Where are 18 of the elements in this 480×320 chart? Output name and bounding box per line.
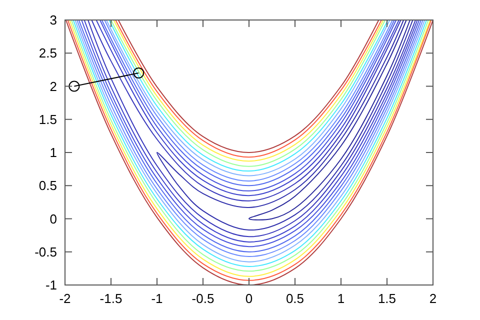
y-tick-label: 1.5 — [38, 112, 57, 127]
x-tick-label: 1.5 — [378, 291, 396, 306]
x-tick-label: 2 — [429, 291, 437, 306]
y-tick-label: 3 — [50, 12, 57, 28]
y-tick-label: 1 — [50, 145, 57, 160]
x-tick-label: -0.5 — [192, 291, 214, 306]
y-tick-label: 0 — [50, 211, 57, 226]
y-tick-label: 0.5 — [38, 178, 57, 194]
x-tick-label: -1 — [151, 291, 163, 306]
x-tick-label: -1.5 — [100, 291, 122, 306]
x-tick-label: 1 — [337, 291, 345, 306]
x-tick-label: 0 — [245, 291, 253, 306]
y-tick-label: -0.5 — [34, 244, 57, 260]
y-tick-label: 2 — [50, 78, 57, 94]
x-tick-label: -2 — [59, 291, 71, 306]
y-tick-label: 2.5 — [38, 46, 57, 61]
x-tick-label: 0.5 — [286, 291, 304, 306]
y-tick-label: -1 — [45, 278, 57, 293]
